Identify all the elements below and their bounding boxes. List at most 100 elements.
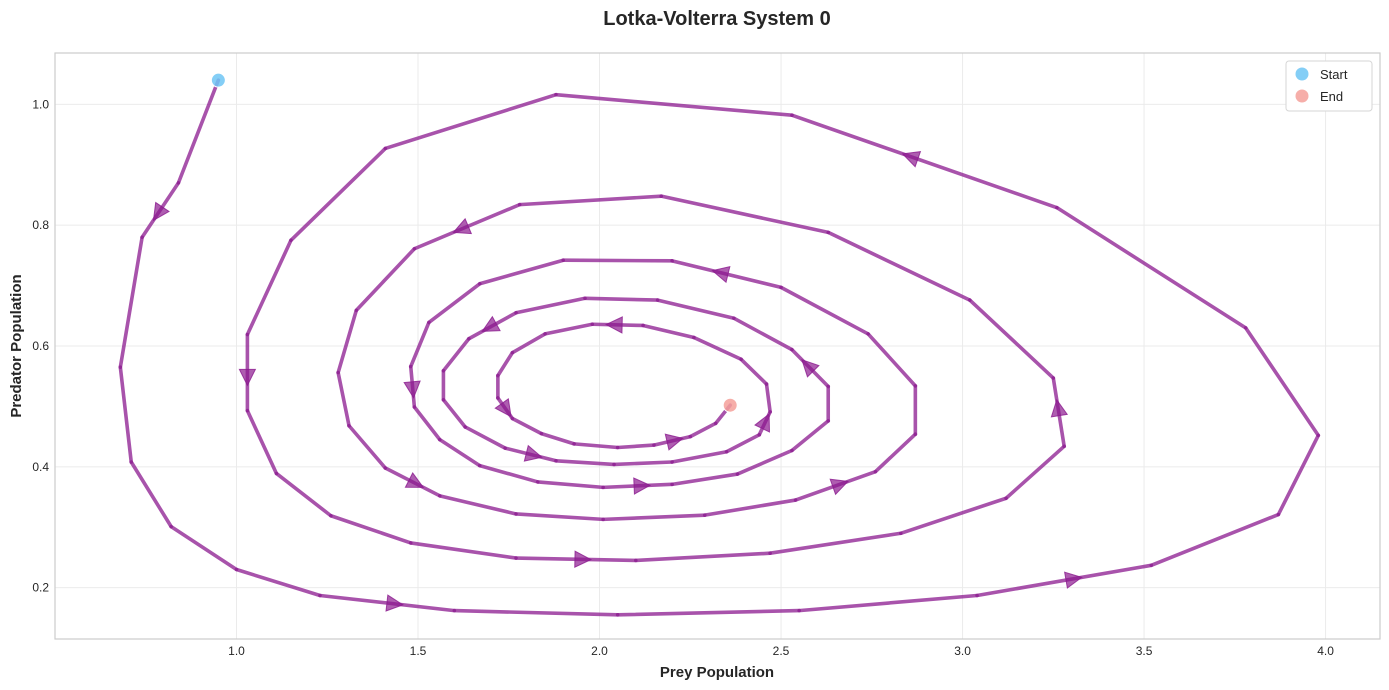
trajectory-segment <box>790 113 1059 210</box>
trajectory-segment <box>790 419 831 453</box>
trajectory-segment <box>539 431 576 446</box>
trajectory-segment <box>336 308 359 375</box>
trajectory-segment <box>826 230 972 302</box>
markers <box>210 72 738 413</box>
trajectory-segment <box>118 365 134 464</box>
trajectory-segment <box>517 194 664 207</box>
trajectory-segment <box>739 357 769 386</box>
direction-arrow <box>829 478 850 496</box>
direction-arrow <box>238 368 257 387</box>
trajectory-segment <box>408 320 431 369</box>
y-axis-label: Predator Population <box>8 274 25 417</box>
trajectory-segment <box>129 460 173 529</box>
direction-arrow <box>152 201 170 222</box>
trajectory-segment <box>561 258 674 263</box>
direction-arrow <box>1063 571 1083 589</box>
x-tick-label: 2.5 <box>773 644 790 658</box>
direction-arrow <box>481 315 501 332</box>
y-tick-labels: 0.2 0.4 0.6 0.8 1.0 <box>32 97 49 594</box>
y-tick-label: 0.4 <box>32 460 49 474</box>
direction-arrow <box>385 594 404 612</box>
direction-arrow <box>403 380 421 399</box>
trajectory-segment <box>692 335 743 362</box>
trajectory-segment <box>289 146 388 243</box>
legend-end-label: End <box>1320 89 1343 104</box>
trajectory-segment <box>1149 512 1281 568</box>
trajectory-segment <box>463 425 507 450</box>
trajectory-segment <box>732 316 794 352</box>
x-tick-label: 2.0 <box>591 644 608 658</box>
trajectory-segment <box>412 405 442 442</box>
trajectory-segment <box>510 416 544 436</box>
trajectory-segment <box>1055 205 1248 330</box>
trajectory-segment <box>510 332 547 355</box>
trajectory-segment <box>1276 433 1321 517</box>
trajectory-segment <box>176 78 221 185</box>
plot-frame <box>54 52 1381 640</box>
trajectory-segment <box>543 322 595 336</box>
trajectory-segment <box>967 298 1056 380</box>
legend-end-swatch <box>1295 89 1309 103</box>
trajectory-segment <box>601 513 707 522</box>
direction-arrow <box>901 150 922 168</box>
trajectory-segment <box>234 567 322 598</box>
direction-arrow <box>494 398 512 418</box>
trajectory-segment <box>437 494 518 516</box>
trajectory-segment <box>347 423 388 470</box>
trajectory-segment <box>169 524 239 572</box>
trajectory-segment <box>975 563 1154 598</box>
trajectory-segment <box>735 448 794 476</box>
direction-arrow <box>574 550 593 569</box>
trajectory-segment <box>514 296 587 315</box>
direction-arrow <box>605 316 623 334</box>
direction-arrow <box>523 444 543 462</box>
trajectory-segment <box>1004 444 1066 501</box>
legend: Start End <box>1285 60 1373 112</box>
trajectory-segment <box>572 442 620 450</box>
trajectory-segment <box>441 336 471 373</box>
trajectory-segment <box>336 370 351 428</box>
trajectory-segment <box>670 449 729 464</box>
x-tick-label: 3.0 <box>954 644 971 658</box>
trajectory-segment <box>634 551 772 563</box>
trajectory-segment <box>615 608 801 617</box>
trajectory-segment <box>554 92 794 118</box>
trajectory-segment <box>779 285 870 336</box>
trajectory-segment <box>554 458 616 467</box>
trajectory-segment <box>641 323 696 340</box>
direction-arrow <box>801 358 820 378</box>
trajectory-segment <box>477 258 566 286</box>
trajectory-segment <box>118 235 144 369</box>
end-marker <box>722 397 738 413</box>
trajectory-arrows <box>152 150 1083 612</box>
direction-arrow <box>633 477 652 495</box>
trajectory-segment <box>408 541 518 560</box>
y-tick-label: 0.2 <box>32 581 49 595</box>
trajectory-segment <box>1243 326 1321 438</box>
x-tick-label: 3.5 <box>1136 644 1153 658</box>
y-tick-label: 0.8 <box>32 218 49 232</box>
trajectory <box>118 78 1321 617</box>
trajectory-segment <box>477 463 540 484</box>
trajectory-segment <box>329 513 413 545</box>
direction-arrow <box>754 413 770 433</box>
trajectory-segment <box>427 281 482 325</box>
direction-arrow <box>1050 398 1069 418</box>
trajectory-segment <box>274 471 333 518</box>
trajectory-segment <box>655 298 736 321</box>
trajectory-segment <box>797 593 979 613</box>
trajectory-segment <box>659 194 831 235</box>
trajectory-segment <box>615 443 656 450</box>
legend-start-swatch <box>1295 67 1309 81</box>
trajectory-segment <box>764 382 772 414</box>
direction-arrow <box>664 433 684 451</box>
direction-arrow <box>711 266 731 284</box>
grid <box>55 53 1380 639</box>
trajectory-segment <box>354 246 417 313</box>
trajectory-segment <box>702 498 798 517</box>
trajectory-segment <box>245 238 293 337</box>
trajectory-segment <box>688 421 718 439</box>
trajectory-segment <box>452 608 620 617</box>
direction-arrow <box>452 217 473 235</box>
